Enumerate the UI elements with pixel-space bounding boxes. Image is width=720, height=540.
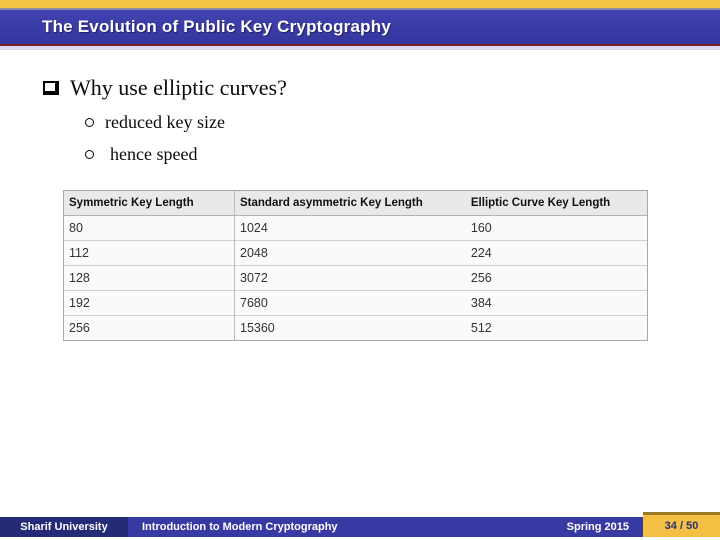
table-cell: 128 xyxy=(64,265,235,291)
top-accent-divider xyxy=(0,8,720,10)
table-cell: 15360 xyxy=(234,315,466,340)
table-cell: 256 xyxy=(465,265,647,291)
title-bar: The Evolution of Public Key Cryptography xyxy=(0,10,720,46)
table-row: 128 3072 256 xyxy=(64,265,647,291)
sub-bullet-row: hence speed xyxy=(85,142,720,166)
table-cell: 192 xyxy=(64,290,235,316)
table-header-asymmetric: Standard asymmetric Key Length xyxy=(234,191,466,216)
table-cell: 384 xyxy=(465,290,647,316)
table-cell: 3072 xyxy=(234,265,466,291)
footer-semester: Spring 2015 xyxy=(566,521,629,533)
table-row: 256 15360 512 xyxy=(64,315,647,340)
table-row: 112 2048 224 xyxy=(64,240,647,266)
table-header-elliptic: Elliptic Curve Key Length xyxy=(465,191,647,216)
main-bullet-row: Why use elliptic curves? xyxy=(43,74,720,102)
table-cell: 7680 xyxy=(234,290,466,316)
square-bullet-icon xyxy=(43,81,59,95)
sub-bullet-text: hence speed xyxy=(110,144,198,164)
table-header-symmetric: Symmetric Key Length xyxy=(64,191,235,216)
circle-bullet-icon xyxy=(85,118,94,127)
slide-body: Why use elliptic curves? reduced key siz… xyxy=(0,74,720,166)
footer-bar: Sharif University Introduction to Modern… xyxy=(0,512,720,537)
footer-university: Sharif University xyxy=(0,517,128,537)
footer-course-segment: Introduction to Modern Cryptography Spri… xyxy=(128,517,643,537)
key-length-table: Symmetric Key Length Standard asymmetric… xyxy=(63,190,648,341)
sub-bullet-text: reduced key size xyxy=(105,112,225,132)
sub-bullet-row: reduced key size xyxy=(85,110,720,134)
footer-course-title: Introduction to Modern Cryptography xyxy=(142,521,338,533)
table-row: 80 1024 160 xyxy=(64,215,647,241)
key-length-table-body: 80 1024 160 112 2048 224 128 3072 256 19… xyxy=(64,215,647,340)
table-cell: 512 xyxy=(465,315,647,340)
table-header-row: Symmetric Key Length Standard asymmetric… xyxy=(64,191,647,216)
slide-title: The Evolution of Public Key Cryptography xyxy=(42,17,391,36)
table-cell: 112 xyxy=(64,240,235,266)
table-cell: 224 xyxy=(465,240,647,266)
page-number-box: 34 / 50 xyxy=(643,512,720,537)
top-accent-strip xyxy=(0,0,720,8)
main-bullet-text: Why use elliptic curves? xyxy=(70,75,287,100)
table-cell: 1024 xyxy=(234,215,466,241)
table-row: 192 7680 384 xyxy=(64,290,647,316)
table-cell: 160 xyxy=(465,215,647,241)
circle-bullet-icon xyxy=(85,150,94,159)
table-cell: 80 xyxy=(64,215,235,241)
table-cell: 2048 xyxy=(234,240,466,266)
table-cell: 256 xyxy=(64,315,235,340)
